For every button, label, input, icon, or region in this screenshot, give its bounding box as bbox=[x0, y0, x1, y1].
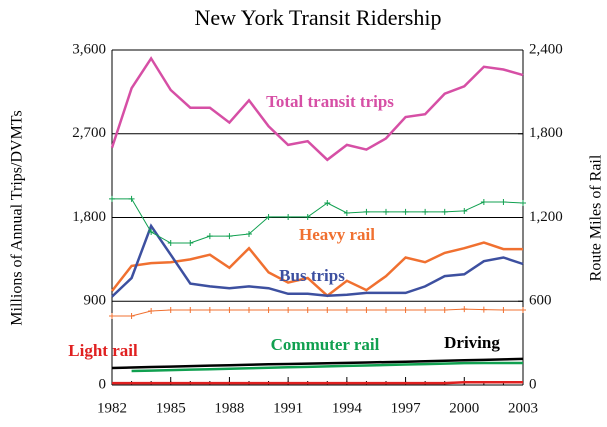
y-tick-label: 900 bbox=[84, 293, 107, 309]
point-marker bbox=[363, 307, 370, 314]
x-tick-label: 1985 bbox=[156, 400, 186, 416]
point-marker bbox=[324, 307, 331, 314]
point-marker bbox=[343, 210, 350, 217]
point-marker bbox=[520, 307, 526, 314]
chart-title: New York Transit Ridership bbox=[195, 5, 442, 30]
point-marker bbox=[304, 213, 311, 220]
y2-tick-label: 2,400 bbox=[529, 41, 563, 57]
point-marker bbox=[343, 307, 350, 314]
point-marker bbox=[480, 199, 487, 206]
point-marker bbox=[187, 240, 194, 247]
point-marker bbox=[461, 207, 468, 214]
y-tick-label: 1,800 bbox=[72, 209, 106, 225]
series-line bbox=[111, 223, 524, 298]
point-marker bbox=[285, 307, 292, 314]
y-axis-label: Millions of Annual Trips/DVMTs bbox=[9, 110, 26, 325]
x-tick-label: 2003 bbox=[508, 400, 538, 416]
series-label: Heavy rail bbox=[299, 225, 375, 244]
point-marker bbox=[148, 308, 155, 315]
point-marker bbox=[285, 213, 292, 220]
point-marker bbox=[246, 307, 252, 314]
point-marker bbox=[500, 199, 507, 206]
y2-tick-label: 1,800 bbox=[529, 125, 563, 141]
point-marker bbox=[422, 208, 429, 215]
point-marker bbox=[109, 195, 115, 202]
point-marker bbox=[128, 195, 135, 202]
x-tick-label: 1997 bbox=[391, 400, 422, 416]
series-line bbox=[112, 380, 523, 385]
y2-tick-label: 600 bbox=[529, 293, 552, 309]
point-marker bbox=[441, 208, 448, 215]
point-marker bbox=[402, 307, 409, 314]
series-line bbox=[111, 357, 524, 370]
point-marker bbox=[520, 199, 526, 206]
y-tick-label: 2,700 bbox=[72, 125, 106, 141]
point-marker bbox=[480, 306, 487, 313]
point-marker bbox=[206, 233, 213, 240]
point-marker bbox=[304, 307, 311, 314]
point-marker bbox=[128, 313, 135, 320]
point-marker bbox=[461, 306, 468, 313]
y2-axis-label: Route Miles of Rail bbox=[588, 154, 605, 281]
y-tick-label: 3,600 bbox=[72, 41, 106, 57]
series-line bbox=[112, 198, 524, 244]
series-label: Bus trips bbox=[279, 266, 345, 285]
x-tick-label: 2000 bbox=[449, 400, 479, 416]
point-marker bbox=[265, 213, 272, 220]
point-marker bbox=[167, 307, 174, 314]
x-tick-label: 1991 bbox=[273, 400, 303, 416]
point-marker bbox=[383, 208, 389, 215]
series-label: Light rail bbox=[68, 341, 138, 360]
point-marker bbox=[226, 233, 233, 240]
series-line bbox=[112, 308, 523, 317]
series-line bbox=[110, 56, 524, 162]
series-label: Total transit trips bbox=[266, 92, 394, 111]
point-marker bbox=[324, 199, 331, 206]
x-tick-label: 1994 bbox=[332, 400, 363, 416]
point-marker bbox=[226, 307, 233, 314]
point-marker bbox=[422, 307, 429, 314]
series-label: Commuter rail bbox=[271, 335, 380, 354]
point-marker bbox=[206, 307, 213, 314]
point-marker bbox=[383, 307, 389, 314]
point-marker bbox=[109, 313, 115, 320]
y2-tick-label: 1,200 bbox=[529, 209, 563, 225]
series-line bbox=[111, 241, 523, 298]
point-marker bbox=[265, 307, 272, 314]
series-line bbox=[131, 361, 523, 373]
point-marker bbox=[187, 307, 194, 314]
point-marker bbox=[500, 307, 507, 314]
x-tick-label: 1982 bbox=[97, 400, 127, 416]
y-tick-label: 0 bbox=[99, 376, 107, 392]
series-label: Driving bbox=[444, 333, 500, 352]
y2-tick-label: 0 bbox=[529, 376, 537, 392]
point-marker bbox=[363, 208, 370, 215]
point-marker bbox=[167, 240, 174, 247]
point-marker bbox=[246, 230, 252, 237]
point-marker bbox=[148, 229, 155, 236]
point-marker bbox=[402, 208, 409, 215]
x-tick-label: 1988 bbox=[214, 400, 244, 416]
point-marker bbox=[441, 307, 448, 314]
